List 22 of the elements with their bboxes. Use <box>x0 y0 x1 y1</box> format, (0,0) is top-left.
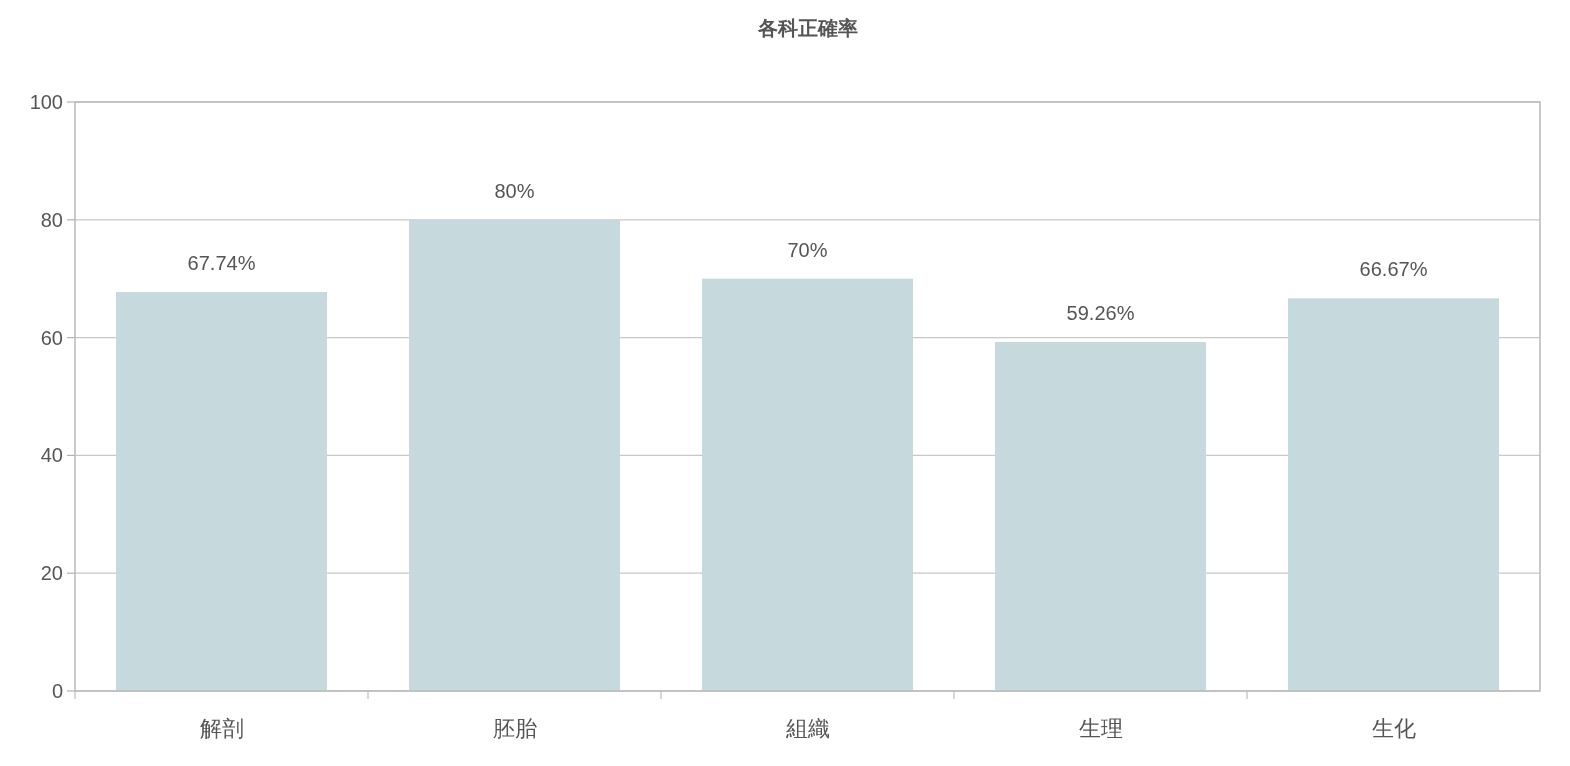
y-tick-label: 80 <box>40 208 63 231</box>
data-label: 70% <box>787 238 828 261</box>
data-label: 80% <box>494 179 535 202</box>
bar <box>1288 298 1499 691</box>
x-tick-label: 生化 <box>1371 716 1416 741</box>
x-tick-label: 解剖 <box>199 716 244 741</box>
y-tick-label: 100 <box>29 91 63 113</box>
x-tick-label: 生理 <box>1078 716 1123 741</box>
bar <box>702 278 913 691</box>
x-tick-label: 胚胎 <box>492 716 537 741</box>
y-tick-label: 40 <box>40 444 63 467</box>
data-label: 66.67% <box>1359 258 1428 281</box>
bar <box>995 341 1206 691</box>
bar <box>409 219 620 691</box>
y-tick-label: 20 <box>40 562 63 585</box>
y-tick-label: 0 <box>51 680 63 702</box>
x-tick-label: 組織 <box>784 716 830 741</box>
chart-title: 各科正確率 <box>756 17 858 39</box>
bar <box>116 292 327 691</box>
data-label: 59.26% <box>1066 301 1135 324</box>
data-label: 67.74% <box>187 252 256 275</box>
y-tick-label: 60 <box>40 326 63 349</box>
